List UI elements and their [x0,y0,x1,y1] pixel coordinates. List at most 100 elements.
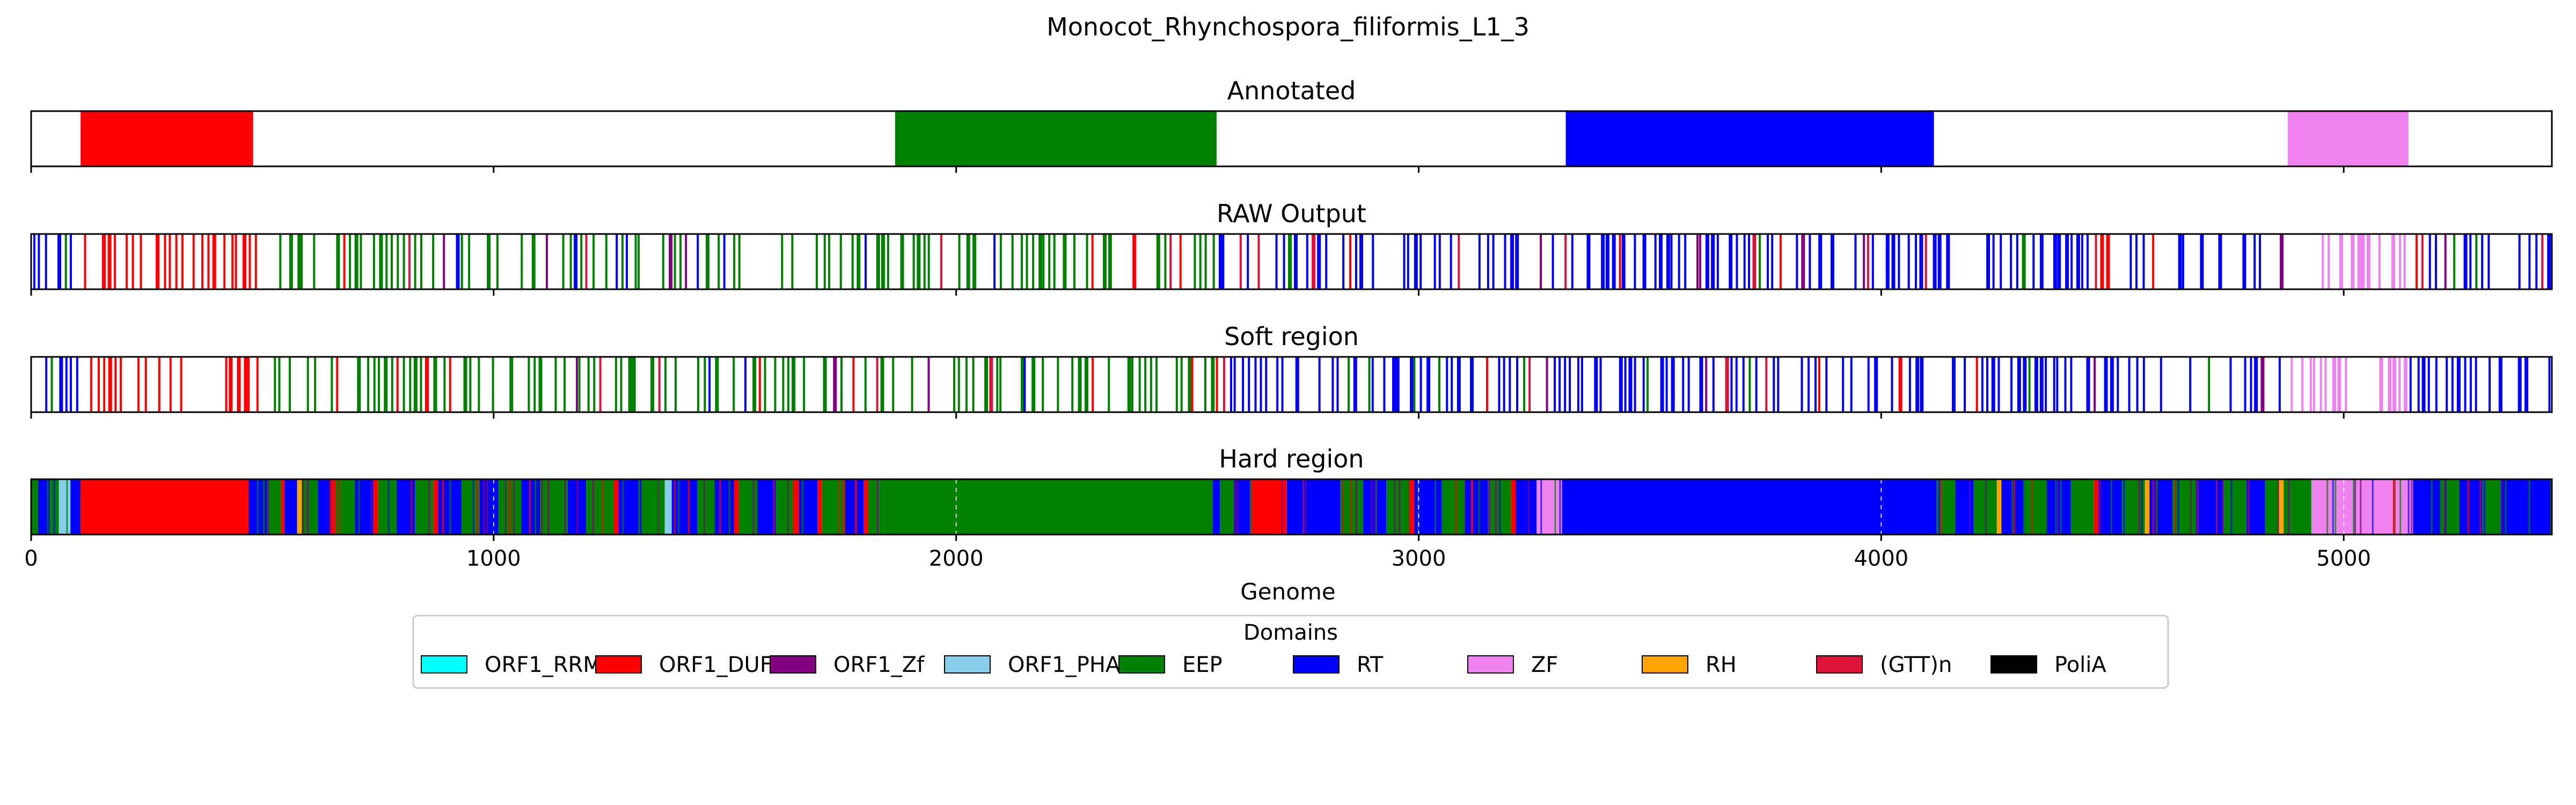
call-EEP [679,234,682,289]
call-EEP [1138,357,1141,412]
legend-item: PoliA [1990,653,2106,677]
segment-EEP [1441,479,1465,535]
call-EEP [940,234,942,289]
call-EEP [758,357,761,412]
segment-texture [1302,479,1304,535]
segment-texture [411,479,413,535]
call-RT [1594,357,1598,412]
call-RT [1586,234,1591,289]
call-EEP [554,357,557,412]
call-RT [1410,357,1414,412]
segment-texture [509,479,511,535]
segment-texture [802,479,804,535]
segment-texture [1234,479,1236,535]
call-EEP [562,234,565,289]
call-EEP [574,234,578,289]
call-RT [1283,234,1285,289]
call-ZF [2398,357,2401,412]
segment-texture [854,479,857,535]
legend-label: ZF [1531,653,1558,677]
call-RT [2056,357,2059,412]
segment-texture [2360,479,2362,535]
legend-swatch [1467,655,1514,674]
call-EEP [1144,357,1147,412]
call-RT [1699,357,1703,412]
panel-hard-region: Hard region 0 1000 2000 3000 4000 5000 [24,444,2553,571]
segment-texture [1350,479,1352,535]
call-RT [1634,234,1636,289]
legend-item: RT [1293,653,1384,677]
call-EEP [343,234,346,289]
segment-texture [2046,479,2048,535]
segment-EEP [267,479,281,535]
legend-item: ORF1_RRM [421,653,602,677]
call-EEP [927,234,930,289]
call-RT [1730,357,1733,412]
segment-texture [2110,479,2112,535]
call-ORF1_DUF [144,357,147,412]
call-RT [1419,357,1422,412]
segment-RT [757,479,776,535]
call-EEP [650,357,655,412]
call-EEP [1073,234,1075,289]
call-ZF [2324,357,2327,412]
call-RT [2242,234,2246,289]
call-ORF1_DUF [225,357,228,412]
segment-texture [2399,479,2402,535]
segment-RT [618,479,642,535]
call-RT [1850,357,1853,412]
call-RT [1752,234,1757,289]
segment-ORF1_DUF [734,479,739,535]
segment-RT [1516,479,1537,535]
call-RT [2032,234,2035,289]
segment-texture [1435,479,1437,535]
segment-texture [2138,479,2140,535]
call-ORF1_DUF [201,234,204,289]
segment-EEP [884,479,1213,535]
segment-texture [1371,479,1373,535]
call-RT [2022,234,2026,289]
call-RT [38,234,40,289]
call-RT [2086,357,2090,412]
call-RT [2280,234,2284,289]
call-ORF1_DUF [114,234,116,289]
segment-texture [1478,479,1480,535]
call-ORF1_DUF [223,234,226,289]
call-EEP [528,357,530,412]
call-EEP [621,234,624,289]
call-RT [2039,234,2044,289]
legend-swatch [421,655,467,674]
call-EEP [545,234,548,289]
call-RT [1438,234,1441,289]
segment-EEP [415,479,434,535]
call-EEP [509,357,514,412]
segment-texture [1342,479,1344,535]
segment-texture [1499,479,1501,535]
segment-texture [2085,479,2087,535]
panel-marks [45,357,2551,412]
call-EEP [533,357,536,412]
call-RT [2045,357,2047,412]
call-RT [1580,357,1583,412]
call-RT [2518,357,2522,412]
call-ORF1_DUF [156,234,160,289]
call-RT [2028,357,2031,412]
call-EEP [432,234,435,289]
call-EEP [927,357,930,412]
legend: Domains ORF1_RRM ORF1_DUF ORF1_Zf ORF1_PHA E… [412,614,2169,689]
segment-texture [535,479,537,535]
call-ZF [2337,357,2341,412]
call-RT [2000,234,2002,289]
segment-texture [1455,479,1457,535]
call-EEP [733,357,735,412]
call-EEP [984,357,989,412]
call-EEP [414,234,416,289]
call-RT [2548,357,2551,412]
call-RT [1818,234,1823,289]
call-RT [1946,234,1950,289]
segment-ORF1_DUF [613,479,619,535]
call-ZF [2319,357,2322,412]
call-RT [1642,234,1646,289]
call-RT [76,357,78,412]
